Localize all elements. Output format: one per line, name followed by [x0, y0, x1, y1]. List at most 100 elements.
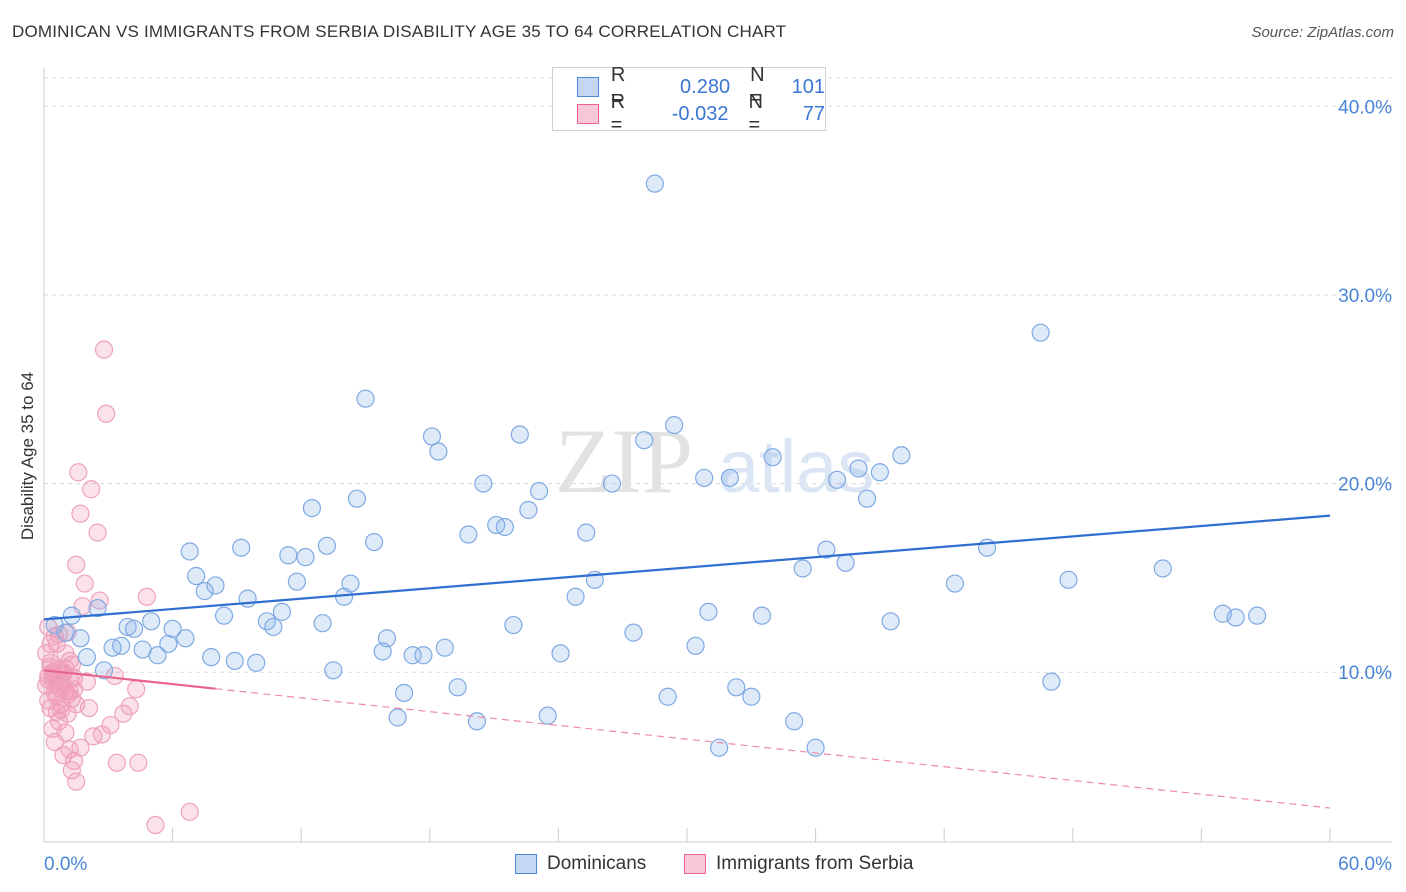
serbia-point	[67, 555, 86, 574]
serbia-point	[67, 772, 86, 791]
dominican-point	[287, 572, 307, 591]
serbia-point	[180, 802, 199, 821]
dominican-point	[1031, 323, 1050, 342]
dominican-point	[504, 615, 523, 635]
dominican-point	[88, 598, 107, 618]
dominican-point	[467, 712, 487, 731]
legend-n-label: N =	[750, 64, 765, 109]
bottom-legend-label: Dominicans	[547, 853, 647, 874]
legend-r-value: 0.280	[680, 75, 731, 98]
serbia-point	[56, 644, 75, 663]
dominican-point	[238, 589, 257, 608]
legend-swatch-blue	[577, 77, 599, 97]
y-tick-label: 40.0%	[1338, 97, 1392, 118]
legend-r-label: R =	[610, 91, 626, 136]
serbia-trend-line-dashed	[215, 688, 1331, 809]
dominican-point	[495, 517, 514, 537]
dominican-point	[827, 470, 847, 489]
serbia-point	[94, 340, 114, 359]
serbia-point	[120, 697, 139, 716]
dominican-point	[474, 474, 493, 493]
serbia-point	[69, 463, 88, 482]
dominican-point	[364, 532, 384, 552]
dominican-point	[665, 416, 684, 435]
dominican-point	[849, 459, 868, 478]
dominican-point	[686, 636, 705, 655]
dominican-point	[264, 617, 283, 637]
bottom-legend-serbia: Immigrants from Serbia	[684, 852, 913, 876]
source-label: Source: ZipAtlas.com	[1251, 24, 1394, 41]
dominican-point	[510, 425, 529, 444]
serbia-point	[88, 523, 107, 542]
serbia-point	[71, 504, 90, 523]
legend-r-value: -0.032	[671, 102, 729, 125]
dominican-point	[142, 612, 161, 631]
dominican-point	[945, 574, 965, 593]
watermark-zip: ZIP	[555, 410, 693, 512]
serbia-point	[90, 591, 109, 610]
dominican-point	[710, 738, 729, 757]
dominican-point	[272, 602, 292, 621]
serbia-point	[146, 815, 165, 835]
tick-labels: 10.0% 20.0% 30.0% 40.0% 0.0% 60.0%	[44, 97, 1392, 875]
dominican-point	[695, 468, 714, 488]
dominican-point	[77, 648, 96, 667]
dominican-point	[658, 687, 677, 706]
dominican-point	[1248, 606, 1267, 625]
dominican-point	[45, 615, 64, 635]
dominican-point	[377, 629, 397, 648]
dominican-point	[720, 468, 739, 488]
dominican-point	[118, 617, 137, 637]
legend-row-serbia: R = -0.032 N = 77	[577, 91, 825, 136]
dominican-point	[635, 431, 654, 450]
dominican-point	[187, 566, 206, 586]
dominican-point	[313, 614, 332, 633]
dominican-point	[699, 602, 718, 621]
dominican-point	[892, 446, 911, 465]
dominican-point	[645, 174, 664, 193]
dominican-point	[793, 559, 812, 578]
dominican-point	[459, 525, 478, 544]
serbia-point	[137, 587, 156, 606]
serbia-point	[43, 668, 62, 687]
serbia-point	[82, 480, 101, 499]
dominican-point	[577, 523, 596, 542]
dominican-point	[247, 653, 266, 672]
legend-swatch-pink	[577, 104, 599, 124]
y-tick-label: 20.0%	[1338, 475, 1392, 496]
legend-r-label: R =	[610, 64, 626, 109]
dominican-point	[71, 629, 90, 648]
bottom-legend-swatch-pink	[684, 854, 706, 874]
dominican-point	[347, 489, 367, 508]
dominican-point	[180, 542, 199, 561]
dominican-point	[414, 646, 433, 665]
dominican-point	[817, 540, 836, 559]
dominican-point	[279, 546, 298, 565]
legend-n-value: 101	[791, 75, 826, 98]
dominican-point	[225, 651, 244, 671]
serbia-point	[75, 574, 94, 593]
dominican-point	[881, 612, 900, 631]
dominican-point	[429, 442, 448, 461]
bottom-legend-label: Immigrants from Serbia	[716, 853, 914, 874]
dominican-point	[551, 644, 570, 663]
dominican-point	[202, 648, 221, 667]
dominican-point	[148, 646, 167, 665]
dominican-point	[763, 448, 782, 467]
dominican-point	[302, 499, 322, 518]
serbia-point	[114, 704, 133, 723]
x-tick-label-min: 0.0%	[44, 854, 87, 875]
legend-row-dominicans: R = 0.280 N = 101	[577, 64, 826, 109]
dominican-point	[602, 474, 622, 493]
dominican-point	[94, 661, 114, 680]
dominican-point	[232, 538, 251, 557]
y-tick-label: 10.0%	[1338, 663, 1392, 684]
dominican-point	[727, 678, 746, 697]
dominican-point	[752, 606, 772, 625]
dominican-point	[317, 536, 337, 555]
stats-legend: R = 0.280 N = 101 R = -0.032 N = 77	[552, 64, 826, 136]
dominican-point	[394, 683, 414, 703]
dominican-point	[1226, 608, 1245, 627]
serbia-point	[37, 676, 56, 695]
